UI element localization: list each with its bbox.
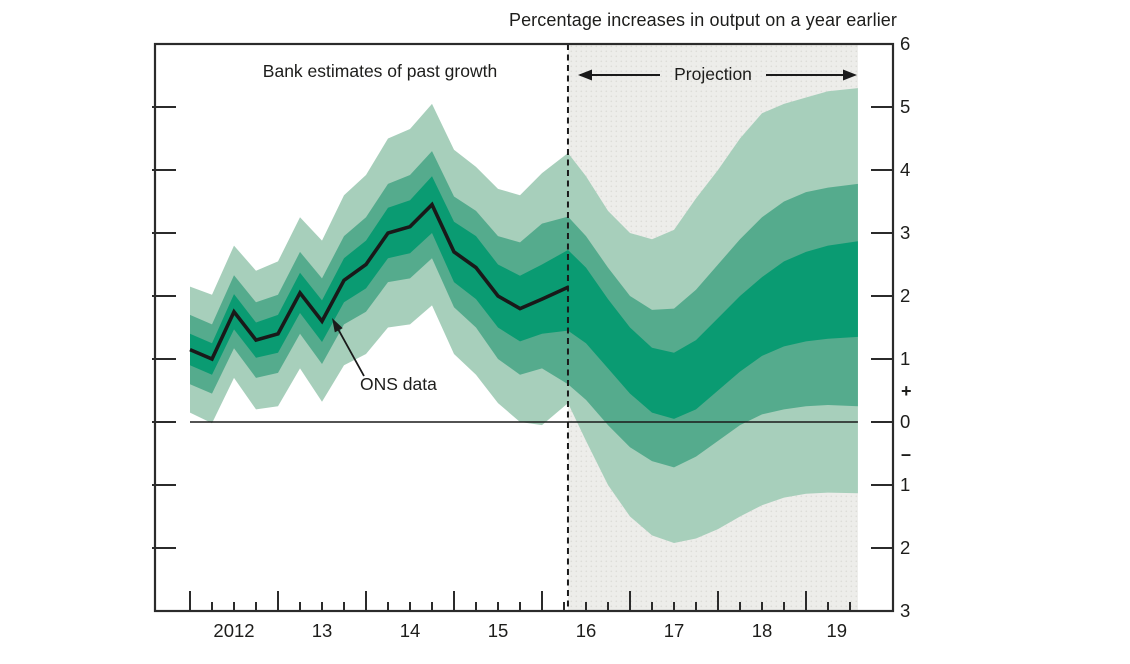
x-axis-year-label: 18 xyxy=(751,620,773,641)
fan-band-central xyxy=(190,176,858,419)
y-axis-label: 2 xyxy=(900,537,911,558)
minus-sign-marker: – xyxy=(901,443,912,464)
x-axis-year-label: 14 xyxy=(399,620,421,641)
ons-data-annotation: ONS data xyxy=(360,374,437,394)
y-axis-label: 0 xyxy=(900,411,911,432)
y-axis-label: 6 xyxy=(900,33,911,54)
y-axis-label: 3 xyxy=(900,600,911,621)
chart-title: Percentage increases in output on a year… xyxy=(508,10,897,30)
ons-data-line xyxy=(189,201,569,362)
y-axis-label: 5 xyxy=(900,96,911,117)
y-axis-label: 1 xyxy=(900,348,911,369)
y-axis-label: 3 xyxy=(900,222,911,243)
past-growth-region-label: Bank estimates of past growth xyxy=(262,61,498,81)
y-axis-label: 2 xyxy=(900,285,911,306)
x-axis-year-label: 13 xyxy=(311,620,333,641)
ons-annotation-arrow-line xyxy=(336,326,365,377)
projection-arrowhead-right-icon xyxy=(843,69,857,81)
y-axis-label: 4 xyxy=(900,159,911,180)
x-axis-year-label: 19 xyxy=(826,620,848,641)
ons-annotation-arrowhead-icon xyxy=(332,318,343,333)
x-axis-year-label: 2012 xyxy=(213,620,255,641)
plus-sign-marker: + xyxy=(901,380,912,401)
plot-border xyxy=(153,42,895,613)
x-axis-year-label: 17 xyxy=(663,620,685,641)
projection-arrowhead-left-icon xyxy=(578,69,592,81)
projection-region-label: Projection xyxy=(674,64,752,84)
x-axis-year-label: 16 xyxy=(575,620,597,641)
y-axis-label: 1 xyxy=(900,474,911,495)
x-axis-year-label: 15 xyxy=(487,620,509,641)
